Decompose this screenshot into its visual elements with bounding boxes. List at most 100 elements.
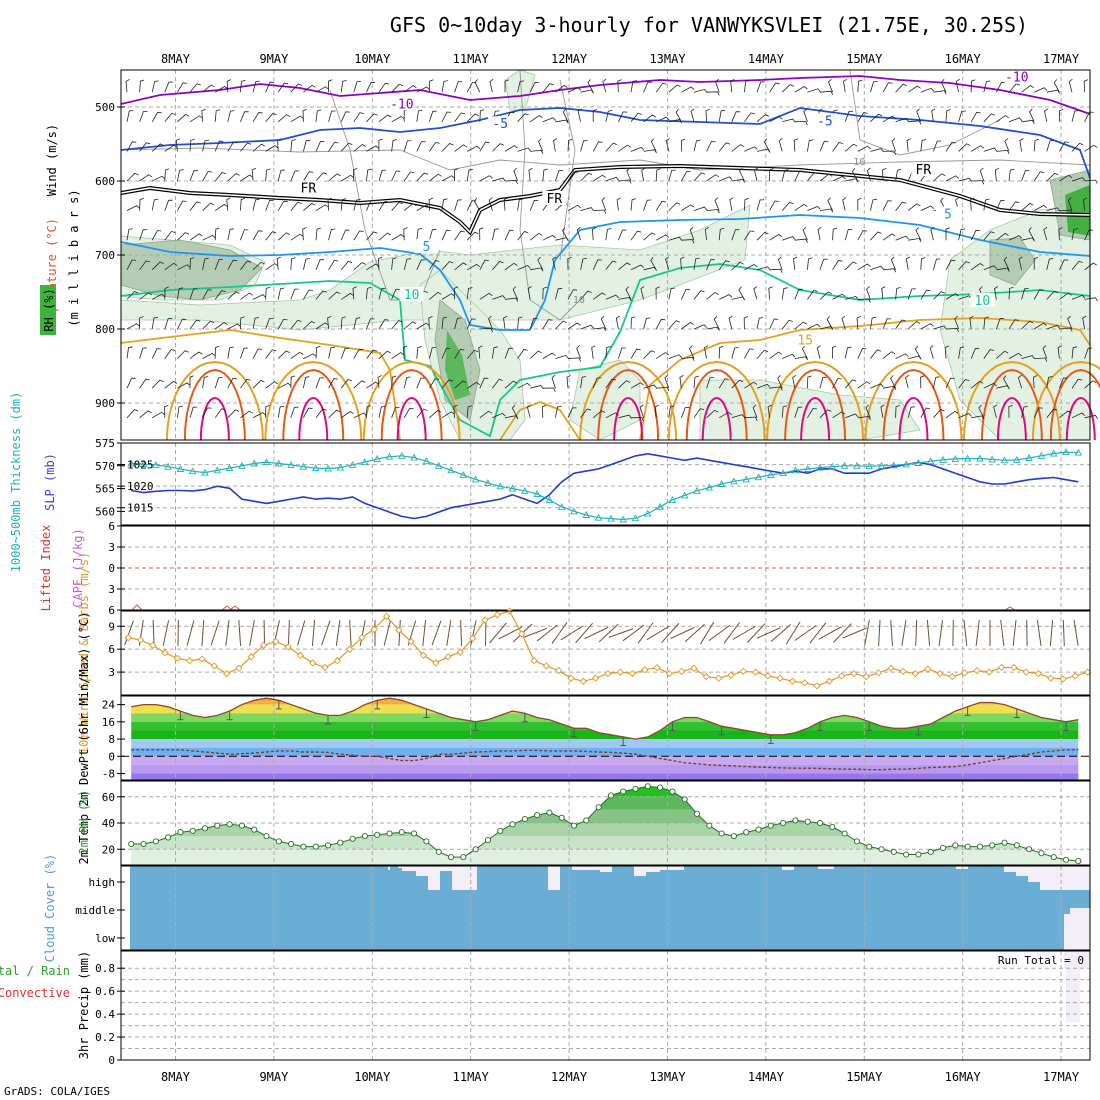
wind-barb-10m (794, 632, 806, 641)
wind-speed-point (837, 672, 846, 680)
temperature-contour (199, 396, 230, 441)
wind-barb (655, 352, 669, 359)
wind-speed-point (960, 669, 969, 677)
wind-barb (706, 259, 715, 270)
cloud-gap (818, 866, 834, 869)
wind-barb (630, 348, 641, 359)
rh-point (484, 837, 491, 844)
wind-barb (189, 115, 203, 123)
wind-barb (290, 115, 304, 123)
wind-barb (278, 382, 292, 389)
thickness-point (213, 466, 222, 474)
wind-barb (175, 138, 181, 152)
wind-barb (504, 380, 518, 389)
rh-point (288, 840, 295, 848)
wind-barb (303, 139, 311, 152)
wind-barb (315, 259, 325, 270)
wind-barb-10m (337, 620, 341, 634)
wind-barb (353, 144, 366, 152)
temperature-contour (264, 360, 363, 441)
wind-barb (177, 169, 184, 182)
wind-barb-10m (431, 632, 437, 646)
wind-barb (429, 141, 440, 152)
thickness-point (533, 490, 541, 497)
wind-barb (214, 408, 226, 419)
wind-barb (1021, 85, 1035, 93)
wind-barb (668, 287, 676, 300)
wind-barb (265, 145, 279, 152)
rh-point (841, 830, 848, 837)
wind-speed-point (395, 626, 403, 634)
wind-barb (151, 230, 162, 241)
wind-barb (290, 257, 296, 270)
wind-barb (844, 143, 858, 152)
wind-barb (958, 177, 972, 182)
wind-barb (277, 169, 285, 182)
wind-barb (202, 289, 212, 300)
wind-barb (189, 257, 195, 270)
wind-barb (466, 381, 480, 389)
wind-barb (290, 233, 304, 241)
contour-label: 15 (797, 333, 813, 348)
wind-barb (906, 138, 911, 152)
rh-point (669, 788, 676, 795)
wind-barb (832, 260, 843, 271)
wind-barb (139, 292, 153, 300)
chart-title: GFS 0~10day 3-hourly for VANWYKSVLEI (21… (390, 13, 1028, 37)
wind-barb (164, 81, 173, 93)
wind-speed-point (345, 645, 354, 653)
y-tick-label: 9 (108, 620, 115, 633)
wind-barb (240, 111, 249, 122)
wind-barb (265, 286, 271, 300)
cloud-gap (600, 866, 612, 872)
wind-barb (819, 291, 832, 300)
wind-barb (252, 261, 265, 271)
wind-barb (1033, 171, 1045, 182)
wind-barb (781, 169, 789, 182)
wind-speed-point (358, 634, 366, 642)
cloud-gap (440, 866, 452, 871)
wind-barb (441, 175, 455, 182)
wind-barb (429, 378, 440, 389)
rh-point (718, 830, 725, 837)
thickness-point (238, 461, 246, 469)
wind-barb (979, 167, 985, 182)
wind-barb (866, 286, 871, 300)
wind-barb (807, 323, 821, 330)
wind-barb (639, 404, 644, 418)
wind-barb (592, 141, 603, 152)
y-tick-label: 3 (108, 583, 115, 596)
rh-point (657, 784, 664, 791)
wind-barb (819, 376, 827, 389)
wind-barb (416, 109, 423, 122)
wind-barb (580, 172, 593, 182)
wind-barb (429, 409, 442, 419)
wind-speed-point (997, 663, 1006, 672)
wind-speed-point (542, 662, 551, 670)
wind-barb (567, 87, 582, 93)
wind-barb (1059, 209, 1073, 215)
precip-axis-label: 3hr Precip (mm) (77, 951, 91, 1059)
thickness-point (275, 459, 283, 467)
wind10m-label: 10m Wind Speed & Barbs (m/s) (77, 552, 91, 754)
wind-barb (756, 199, 765, 211)
wind-barb-10m (534, 627, 548, 634)
wind-barb (352, 168, 358, 182)
wind-barb (630, 230, 642, 241)
wind-barb (489, 78, 494, 93)
contour-label: -5 (492, 117, 508, 132)
wind-barb (378, 406, 386, 418)
top-date-label: 14MAY (748, 52, 785, 66)
wind-barb (428, 197, 434, 211)
wind-barb (681, 239, 695, 244)
wind-barb-10m (522, 623, 533, 634)
rh-band (131, 849, 1079, 865)
wind-barb (630, 112, 642, 123)
wind-speed-point (678, 667, 686, 675)
wind-barb (1059, 292, 1072, 300)
wind-barb (908, 120, 922, 125)
wind-barb (214, 203, 228, 211)
thickness-point (705, 483, 714, 491)
wind-barb (378, 114, 392, 123)
wind-barb (857, 145, 871, 152)
